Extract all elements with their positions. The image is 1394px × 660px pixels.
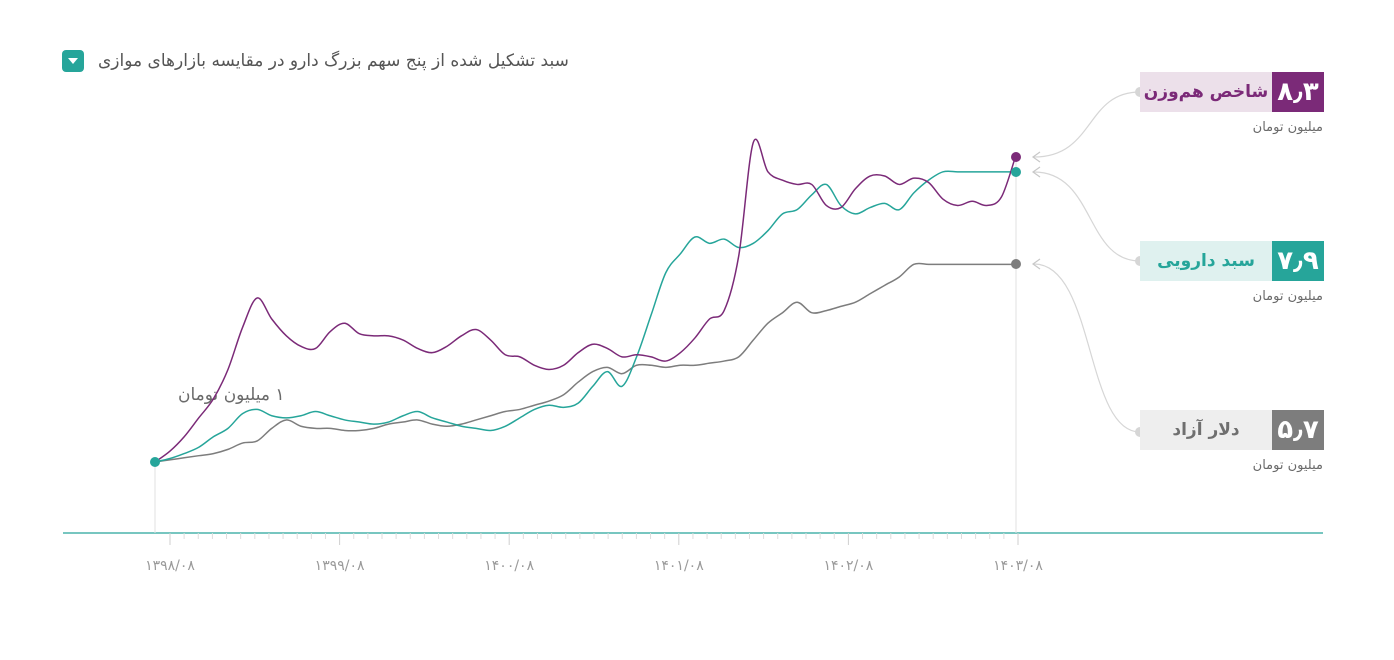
x-tick-label: ۱۴۰۳/۰۸	[993, 558, 1043, 574]
x-tick-label: ۱۴۰۲/۰۸	[823, 558, 873, 574]
final-value-dollar: ۵٫۷	[1272, 410, 1324, 450]
final-value-pharma: ۷٫۹	[1272, 241, 1324, 281]
legend-card-dollar: دلار آزاد ۵٫۷	[1140, 410, 1324, 450]
legend-label-dollar: دلار آزاد	[1140, 410, 1272, 450]
dropdown-toggle-icon[interactable]	[62, 50, 84, 72]
connector-line-equal_weight	[1033, 91, 1141, 158]
legend-label-equal-weight: شاخص هم‌وزن	[1140, 72, 1272, 112]
end-point-equal_weight	[1011, 152, 1021, 162]
connector-line-dollar	[1033, 263, 1141, 433]
x-tick-label: ۱۳۹۸/۰۸	[145, 558, 195, 574]
legend-card-pharma: سبد دارویی ۷٫۹	[1140, 241, 1324, 281]
connector-arrow-icon	[1031, 151, 1041, 163]
x-tick-label: ۱۳۹۹/۰۸	[315, 558, 365, 574]
legend-card-equal-weight: شاخص هم‌وزن ۸٫۳	[1140, 72, 1324, 112]
chart-title: سبد تشکیل شده از پنج سهم بزرگ دارو در مق…	[98, 51, 569, 71]
x-tick-label: ۱۴۰۰/۰۸	[484, 558, 534, 574]
unit-dollar: میلیون تومان	[1252, 458, 1323, 473]
start-value-label: ۱ میلیون تومان	[178, 385, 285, 405]
connector-arrow-icon	[1031, 166, 1041, 178]
chart-header: سبد تشکیل شده از پنج سهم بزرگ دارو در مق…	[62, 50, 569, 72]
start-point	[150, 457, 160, 467]
legend-label-pharma: سبد دارویی	[1140, 241, 1272, 281]
final-value-equal-weight: ۸٫۳	[1272, 72, 1324, 112]
series-line-pharma	[154, 170, 1016, 463]
unit-pharma: میلیون تومان	[1252, 289, 1323, 304]
x-tick-label: ۱۴۰۱/۰۸	[654, 558, 704, 574]
end-point-dollar	[1011, 259, 1021, 269]
connector-arrow-icon	[1031, 258, 1041, 270]
series-line-equal_weight	[154, 138, 1017, 463]
series-line-dollar	[154, 262, 1016, 463]
connector-line-pharma	[1033, 171, 1141, 262]
end-point-pharma	[1011, 167, 1021, 177]
unit-equal-weight: میلیون تومان	[1252, 120, 1323, 135]
